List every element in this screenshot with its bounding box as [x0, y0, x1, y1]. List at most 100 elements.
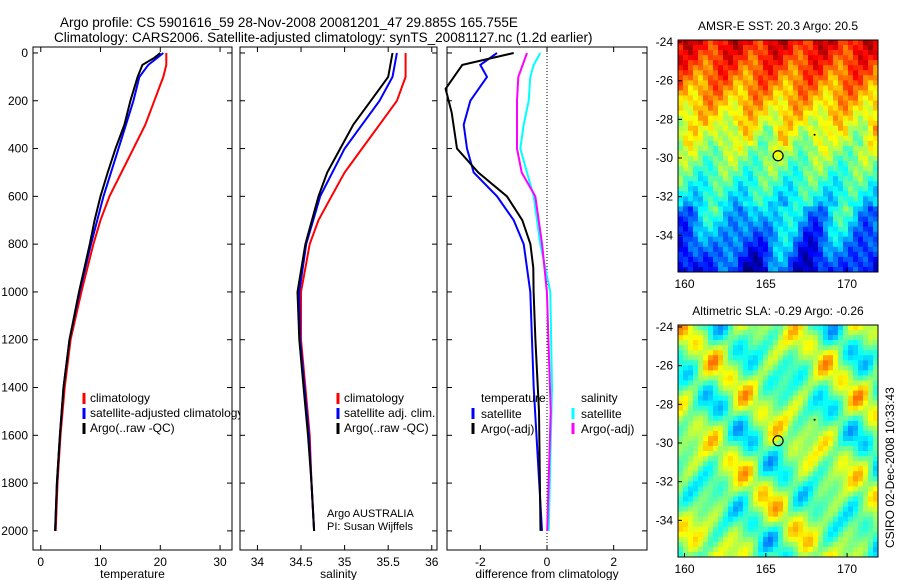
- map-cell: [718, 546, 724, 553]
- map-cell: [813, 365, 819, 371]
- map-cell: [778, 335, 784, 341]
- map-cell: [798, 95, 804, 101]
- map-cell: [848, 115, 854, 121]
- map-cell: [838, 256, 844, 263]
- map-cell: [758, 385, 764, 391]
- map-cell: [723, 501, 729, 507]
- map-cell: [813, 405, 819, 412]
- map-cell: [863, 241, 869, 248]
- map-cell: [723, 435, 729, 442]
- map-cell: [783, 251, 789, 258]
- map-cell: [798, 466, 804, 472]
- map-cell: [798, 476, 804, 482]
- map-cell: [803, 256, 809, 263]
- map-cell: [758, 135, 764, 142]
- map-cell: [778, 156, 784, 162]
- map-cell: [768, 521, 774, 528]
- map-cell: [708, 236, 714, 243]
- map-cell: [793, 405, 799, 412]
- map-cell: [708, 211, 714, 217]
- map-cell: [743, 395, 749, 401]
- map-cell: [783, 140, 789, 147]
- map-cell: [873, 395, 879, 401]
- map-cell: [778, 375, 784, 381]
- map-cell: [788, 261, 794, 268]
- map-cell: [853, 55, 859, 61]
- map-cell: [693, 256, 699, 263]
- map-cell: [828, 110, 834, 116]
- map-cell: [758, 456, 764, 462]
- map-cell: [703, 380, 709, 386]
- map-cell: [683, 506, 689, 512]
- map-cell: [698, 486, 704, 492]
- map-cell: [753, 241, 759, 248]
- map-cell: [828, 231, 834, 237]
- map-cell: [723, 536, 729, 543]
- map-cell: [793, 516, 799, 522]
- map-cell: [678, 415, 684, 422]
- map-cell: [718, 526, 724, 533]
- map-cell: [833, 541, 839, 548]
- map-cell: [848, 161, 854, 167]
- map-cell: [848, 496, 854, 502]
- map-cell: [748, 435, 754, 442]
- map-cell: [783, 100, 789, 106]
- map-cell: [753, 360, 759, 366]
- map-cell: [683, 145, 689, 152]
- map-cell: [838, 350, 844, 356]
- map-cell: [693, 196, 699, 202]
- map-cell: [773, 471, 779, 477]
- map-cell: [758, 441, 764, 447]
- map-cell: [798, 246, 804, 253]
- map-cell: [798, 80, 804, 86]
- map-cell: [788, 50, 794, 56]
- map-cell: [763, 380, 769, 386]
- map-cell: [793, 486, 799, 492]
- map-cell: [843, 65, 849, 71]
- map-cell: [783, 446, 789, 452]
- map-cell: [863, 415, 869, 422]
- map-cell: [728, 231, 734, 237]
- map-cell: [803, 325, 809, 331]
- map-cell: [733, 425, 739, 432]
- map-cell: [853, 365, 859, 371]
- map-cell: [863, 221, 869, 227]
- map-cell: [688, 380, 694, 386]
- map-cell: [743, 541, 749, 548]
- map-cell: [743, 491, 749, 497]
- map-cell: [748, 400, 754, 406]
- map-cell: [788, 511, 794, 517]
- map-cell: [858, 420, 864, 427]
- map-cell: [833, 400, 839, 406]
- map-cell: [738, 216, 744, 222]
- map-cell: [813, 246, 819, 253]
- map-cell: [708, 150, 714, 157]
- map-cell: [788, 115, 794, 121]
- map-cell: [863, 496, 869, 502]
- map-cell: [733, 446, 739, 452]
- map-cell: [788, 156, 794, 162]
- map-cell: [783, 546, 789, 553]
- map-cell: [853, 430, 859, 437]
- map-cell: [863, 176, 869, 182]
- map-cell: [793, 410, 799, 417]
- map-cell: [768, 360, 774, 366]
- map-cell: [678, 145, 684, 152]
- map-cell: [783, 486, 789, 492]
- map-cell: [788, 415, 794, 422]
- map-cell: [753, 375, 759, 381]
- map-cell: [763, 115, 769, 121]
- map-cell: [833, 156, 839, 162]
- map-cell: [693, 390, 699, 396]
- map-cell: [723, 120, 729, 127]
- map-cell: [848, 140, 854, 147]
- map-cell: [698, 231, 704, 237]
- map-cell: [708, 551, 714, 558]
- map-cell: [763, 435, 769, 442]
- map-cell: [753, 156, 759, 162]
- map-cell: [778, 176, 784, 182]
- map-cell: [768, 526, 774, 533]
- map-cell: [708, 130, 714, 137]
- map-cell: [678, 95, 684, 101]
- map-cell: [708, 261, 714, 268]
